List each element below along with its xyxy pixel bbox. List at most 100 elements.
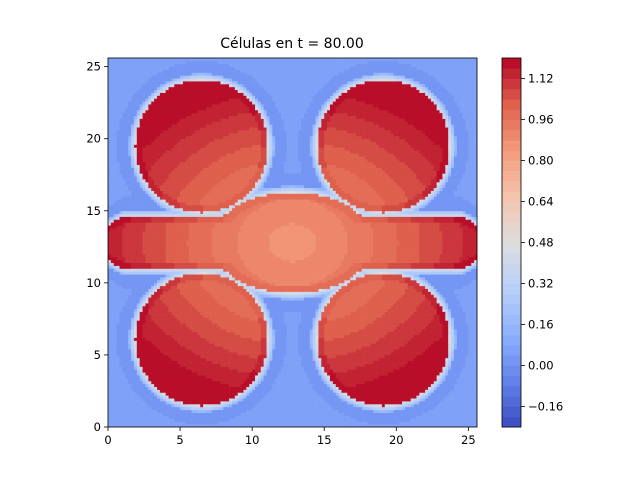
heatmap-cell	[206, 294, 210, 298]
heatmap-cell	[182, 115, 187, 119]
heatmap-cell	[108, 202, 112, 206]
heatmap-cell	[165, 259, 169, 264]
heatmap-cell	[180, 303, 184, 307]
heatmap-cell	[206, 254, 210, 258]
heatmap-cell	[191, 294, 195, 298]
heatmap-cell	[113, 78, 117, 82]
heatmap-cell	[125, 418, 129, 422]
heatmap-cell	[139, 389, 143, 393]
heatmap-cell	[211, 63, 216, 67]
heatmap-cell	[174, 317, 178, 321]
heatmap-cell	[208, 75, 213, 79]
heatmap-cell	[206, 230, 210, 235]
heatmap-cell	[203, 331, 207, 336]
heatmap-cell	[180, 326, 184, 330]
heatmap-cell	[185, 418, 190, 422]
heatmap-cell	[185, 147, 190, 151]
heatmap-cell	[200, 75, 204, 79]
heatmap-cell	[128, 236, 132, 240]
heatmap-cell	[142, 415, 146, 419]
heatmap-cell	[142, 233, 146, 238]
heatmap-cell	[151, 167, 155, 171]
heatmap-cell	[128, 164, 132, 168]
heatmap-cell	[157, 236, 161, 240]
heatmap-cell	[157, 248, 161, 252]
heatmap-cell	[148, 170, 152, 174]
heatmap-cell	[208, 294, 213, 298]
heatmap-cell	[142, 346, 146, 350]
heatmap-cell	[159, 230, 164, 235]
heatmap-cell	[122, 135, 126, 140]
heatmap-cell	[145, 389, 149, 393]
heatmap-cell	[200, 279, 204, 284]
heatmap-cell	[157, 277, 161, 281]
heatmap-cell	[203, 323, 207, 327]
heatmap-cell	[125, 285, 129, 289]
heatmap-cell	[157, 202, 161, 206]
heatmap-cell	[197, 360, 201, 364]
heatmap-cell	[133, 184, 138, 189]
heatmap-cell	[174, 372, 178, 376]
heatmap-cell	[208, 380, 213, 385]
heatmap-cell	[214, 392, 218, 396]
heatmap-cell	[128, 285, 132, 289]
heatmap-cell	[177, 277, 181, 281]
heatmap-cell	[154, 124, 158, 128]
heatmap-cell	[125, 262, 129, 266]
heatmap-cell	[110, 398, 115, 402]
heatmap-cell	[165, 213, 169, 217]
heatmap-cell	[151, 78, 155, 82]
heatmap-cell	[174, 282, 178, 287]
heatmap-cell	[133, 219, 138, 223]
heatmap-cell	[174, 63, 178, 67]
heatmap-cell	[217, 207, 221, 212]
heatmap-cell	[171, 337, 175, 341]
heatmap-cell	[180, 216, 184, 220]
heatmap-cell	[180, 161, 184, 166]
heatmap-cell	[203, 81, 207, 85]
heatmap-cell	[191, 308, 195, 313]
heatmap-cell	[174, 236, 178, 240]
heatmap-cell	[159, 109, 164, 114]
heatmap-cell	[139, 210, 143, 215]
heatmap-cell	[185, 225, 190, 229]
heatmap-cell	[133, 334, 138, 338]
heatmap-cell	[133, 366, 138, 370]
heatmap-cell	[139, 268, 143, 272]
heatmap-cell	[159, 294, 164, 298]
heatmap-cell	[180, 328, 184, 333]
heatmap-cell	[182, 161, 187, 166]
heatmap-cell	[162, 363, 166, 367]
heatmap-cell	[157, 239, 161, 243]
heatmap-cell	[128, 288, 132, 292]
heatmap-cell	[116, 153, 120, 157]
heatmap-cell	[188, 377, 192, 382]
heatmap-cell	[133, 173, 138, 177]
heatmap-cell	[142, 199, 146, 203]
heatmap-cell	[165, 66, 169, 70]
heatmap-cell	[151, 288, 155, 292]
heatmap-cell	[125, 288, 129, 292]
heatmap-cell	[142, 398, 146, 402]
heatmap-cell	[159, 132, 164, 137]
heatmap-cell	[128, 233, 132, 238]
heatmap-cell	[217, 75, 221, 79]
heatmap-cell	[194, 179, 198, 183]
heatmap-cell	[197, 308, 201, 313]
heatmap-cell	[116, 132, 120, 137]
heatmap-cell	[119, 256, 123, 261]
heatmap-cell	[145, 216, 149, 220]
heatmap-cell	[191, 219, 195, 223]
heatmap-cell	[122, 320, 126, 324]
heatmap-cell	[128, 176, 132, 180]
heatmap-cell	[151, 58, 155, 62]
heatmap-cell	[165, 242, 169, 246]
heatmap-cell	[151, 354, 155, 359]
heatmap-cell	[208, 424, 213, 428]
heatmap-cell	[177, 95, 181, 99]
heatmap-cell	[168, 69, 172, 73]
heatmap-cell	[125, 58, 129, 62]
heatmap-cell	[159, 254, 164, 258]
heatmap-cell	[191, 190, 195, 194]
heatmap-cell	[151, 132, 155, 137]
